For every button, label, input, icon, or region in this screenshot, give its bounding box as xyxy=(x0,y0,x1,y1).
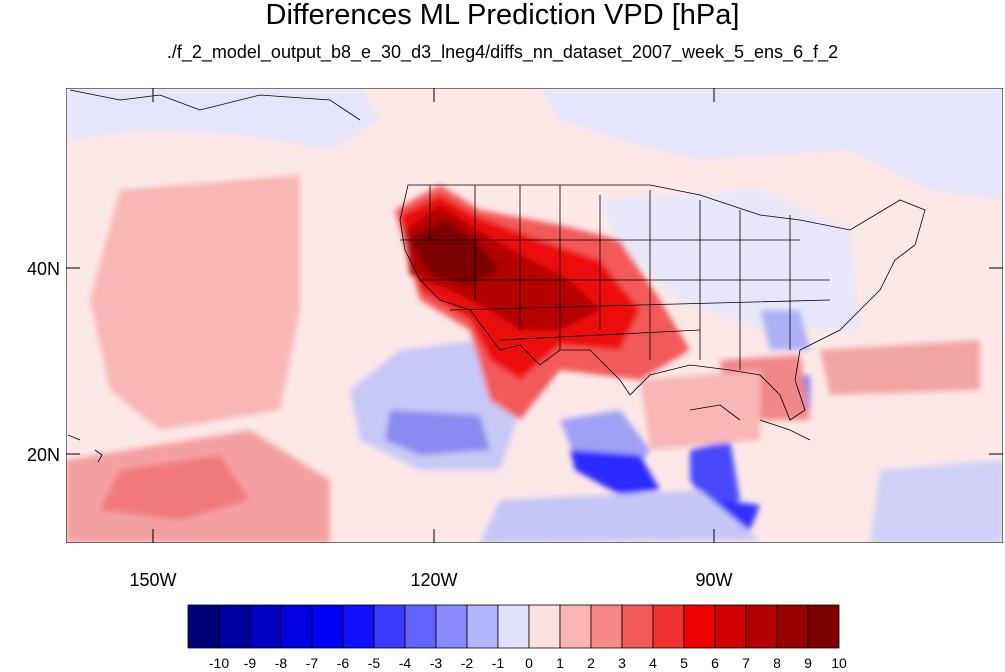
colorbar-swatch xyxy=(497,604,530,649)
colorbar-swatch xyxy=(311,604,344,649)
colorbar-swatch xyxy=(342,604,375,649)
colorbar-label: -4 xyxy=(399,655,412,671)
colorbar-swatch xyxy=(249,604,282,649)
lon-label: 120W xyxy=(410,570,457,590)
lat-label: 20N xyxy=(27,445,60,465)
colorbar-label: 10 xyxy=(831,655,847,671)
colorbar-swatch xyxy=(776,604,809,649)
colorbar-swatch xyxy=(621,604,654,649)
colorbar-swatch xyxy=(187,604,220,649)
colorbar-label: -1 xyxy=(492,655,505,671)
map-subtitle: ./f_2_model_output_b8_e_30_d3_lneg4/diff… xyxy=(166,42,839,62)
colorbar-label: 4 xyxy=(649,655,657,671)
colorbar-swatch xyxy=(590,604,623,649)
colorbar-swatch xyxy=(404,604,437,649)
colorbar-label: -8 xyxy=(275,655,288,671)
colorbar-label: 1 xyxy=(556,655,564,671)
colorbar-swatch xyxy=(373,604,406,649)
colorbar-label: 9 xyxy=(804,655,812,671)
colorbar-swatch xyxy=(528,604,561,649)
colorbar-swatch xyxy=(466,604,499,649)
map-title: Differences ML Prediction VPD [hPa] xyxy=(265,0,740,31)
map-ticks xyxy=(66,88,1003,543)
us-outline xyxy=(67,89,926,463)
colorbar-swatch xyxy=(280,604,313,649)
colorbar-label: -7 xyxy=(306,655,319,671)
lat-label: 40N xyxy=(27,259,60,279)
colorbar-label: -5 xyxy=(368,655,381,671)
colorbar-label: 2 xyxy=(587,655,595,671)
lon-label: 150W xyxy=(129,570,176,590)
colorbar-label: -2 xyxy=(461,655,474,671)
colorbar-swatch xyxy=(559,604,592,649)
lon-label: 90W xyxy=(695,570,732,590)
colorbar-label: -10 xyxy=(209,655,229,671)
colorbar-label: 5 xyxy=(680,655,688,671)
colorbar-swatch xyxy=(807,604,840,649)
colorbar-label: 0 xyxy=(525,655,533,671)
colorbar-swatch xyxy=(745,604,778,649)
colorbar-label: 7 xyxy=(742,655,750,671)
colorbar-swatch xyxy=(652,604,685,649)
colorbar-swatch xyxy=(683,604,716,649)
colorbar-label: 3 xyxy=(618,655,626,671)
colorbar-label: -3 xyxy=(430,655,443,671)
colorbar-label: 8 xyxy=(773,655,781,671)
colorbar-swatch xyxy=(218,604,251,649)
colorbar-swatch xyxy=(714,604,747,649)
colorbar: -10 -9 -8 -7 -6 -5 -4 -3 -2 -1 0 1 2 3 4 5 6 7 8 9 10 xyxy=(187,604,847,671)
colorbar-swatch xyxy=(435,604,468,649)
vpd-difference-field xyxy=(66,88,1003,543)
colorbar-label: 6 xyxy=(711,655,719,671)
colorbar-label: -6 xyxy=(337,655,350,671)
colorbar-label: -9 xyxy=(244,655,257,671)
